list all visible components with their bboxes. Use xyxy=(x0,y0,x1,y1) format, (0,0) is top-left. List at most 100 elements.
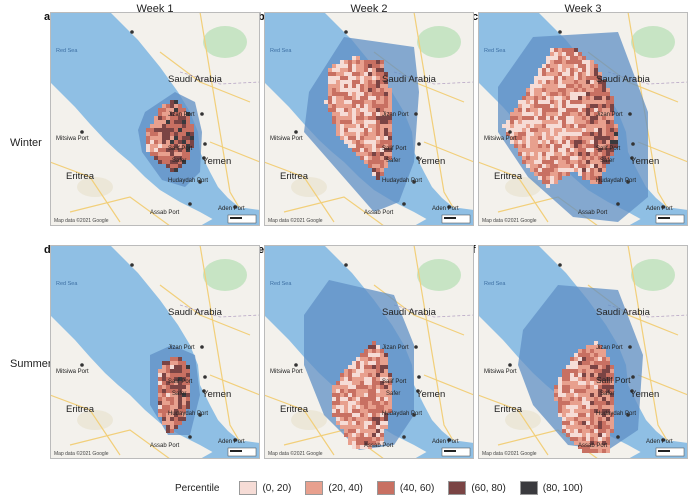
heat-cell xyxy=(590,152,594,156)
heat-cell xyxy=(328,76,332,80)
heat-cell xyxy=(162,144,166,148)
heat-cell xyxy=(360,425,364,429)
heat-cell xyxy=(376,60,380,64)
panel-frame xyxy=(50,12,260,226)
heat-cell xyxy=(574,52,578,56)
heat-cell xyxy=(602,361,606,365)
heat-cell xyxy=(380,120,384,124)
road-line xyxy=(413,12,465,226)
heat-cell xyxy=(372,405,376,409)
heat-cell xyxy=(558,128,562,132)
heat-cell xyxy=(558,397,562,401)
label-assab-port: Assab Port xyxy=(578,443,608,449)
heat-cell xyxy=(562,132,566,136)
port-marker xyxy=(661,205,665,209)
heat-cell xyxy=(594,433,598,437)
heat-cell xyxy=(550,88,554,92)
heat-cell xyxy=(356,96,360,100)
heat-cell xyxy=(514,140,518,144)
heat-cell xyxy=(514,132,518,136)
heat-cell xyxy=(590,401,594,405)
heat-cell xyxy=(562,88,566,92)
label-eritrea: Eritrea xyxy=(280,404,309,415)
heat-cell xyxy=(332,108,336,112)
heat-cell xyxy=(368,96,372,100)
heat-cell xyxy=(150,136,154,140)
heat-cell xyxy=(558,104,562,108)
heat-cell xyxy=(574,116,578,120)
heat-cell xyxy=(174,389,178,393)
heat-cell xyxy=(336,397,340,401)
heat-cell xyxy=(590,124,594,128)
label-safer: Safer xyxy=(172,158,186,164)
port-marker xyxy=(198,180,202,184)
heat-cell xyxy=(162,136,166,140)
heat-cell xyxy=(344,373,348,377)
heat-cell xyxy=(380,441,384,445)
heat-cell xyxy=(162,104,166,108)
heat-cell xyxy=(364,361,368,365)
road-line xyxy=(413,245,465,459)
heat-cell xyxy=(610,381,614,385)
heat-cell xyxy=(554,112,558,116)
port-marker xyxy=(203,142,207,146)
heat-cell xyxy=(538,172,542,176)
heat-cell xyxy=(368,433,372,437)
heat-cell xyxy=(344,132,348,136)
map-attribution: Map data ©2021 Google xyxy=(54,450,109,457)
heat-cell xyxy=(360,124,364,128)
heat-cell xyxy=(566,156,570,160)
heat-cell xyxy=(574,156,578,160)
heat-cell xyxy=(590,369,594,373)
heat-cell xyxy=(562,96,566,100)
heat-cell xyxy=(602,349,606,353)
heat-cell xyxy=(554,393,558,397)
heat-cell xyxy=(546,128,550,132)
heat-cell xyxy=(182,132,186,136)
heat-cell xyxy=(582,64,586,68)
heat-cell xyxy=(526,96,530,100)
heat-cell xyxy=(586,156,590,160)
heat-cell xyxy=(586,116,590,120)
heat-cell xyxy=(586,108,590,112)
heat-cell xyxy=(344,128,348,132)
heat-cell xyxy=(368,429,372,433)
heat-cell xyxy=(606,421,610,425)
heat-cell xyxy=(610,405,614,409)
heat-cell xyxy=(368,116,372,120)
heat-cell xyxy=(578,377,582,381)
heat-cell xyxy=(578,429,582,433)
heat-cell xyxy=(594,80,598,84)
heat-cell xyxy=(356,369,360,373)
heat-cell xyxy=(356,429,360,433)
heat-cell xyxy=(380,92,384,96)
heat-cell xyxy=(154,116,158,120)
heat-cell xyxy=(166,116,170,120)
heat-cell xyxy=(352,369,356,373)
heat-cell xyxy=(578,160,582,164)
heat-cell xyxy=(158,381,162,385)
heat-cell xyxy=(182,160,186,164)
heat-cell xyxy=(348,96,352,100)
heat-cell xyxy=(158,401,162,405)
heat-cell xyxy=(546,72,550,76)
heat-cell xyxy=(566,425,570,429)
heat-cell xyxy=(380,76,384,80)
heat-cell xyxy=(534,84,538,88)
heat-cell xyxy=(384,417,388,421)
heat-cell xyxy=(372,377,376,381)
heat-cell xyxy=(586,164,590,168)
heat-cell xyxy=(158,112,162,116)
label-eritrea: Eritrea xyxy=(494,404,523,415)
heat-cell xyxy=(546,172,550,176)
heat-cell xyxy=(356,100,360,104)
heat-cell xyxy=(518,148,522,152)
heat-cell xyxy=(570,401,574,405)
heat-cell xyxy=(578,80,582,84)
heat-cell xyxy=(598,345,602,349)
heat-cell xyxy=(380,84,384,88)
heat-cell xyxy=(376,132,380,136)
heat-cell xyxy=(186,389,190,393)
heat-cell xyxy=(598,72,602,76)
heat-cell xyxy=(154,136,158,140)
